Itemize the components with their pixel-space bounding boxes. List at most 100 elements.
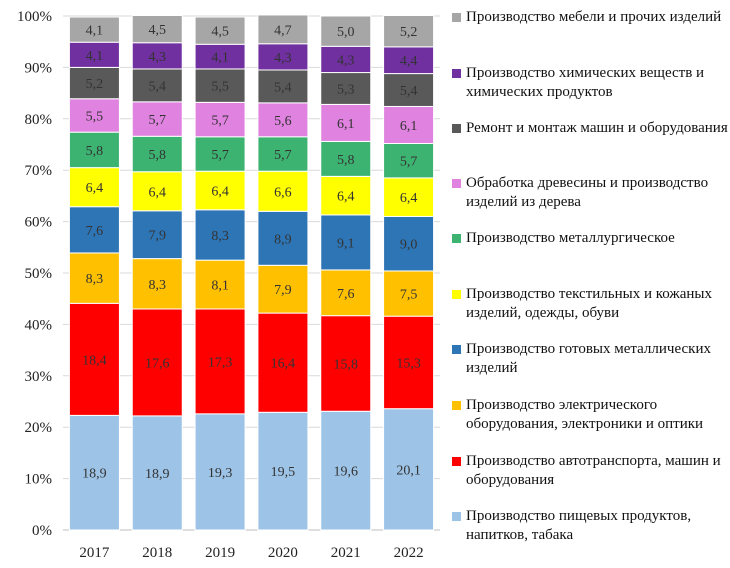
bar-segment: [194, 308, 246, 415]
legend-label: Ремонт и монтаж машин и оборудования: [466, 120, 728, 136]
y-tick-label: 10%: [25, 472, 53, 488]
legend-item: Производство химических веществ и химиче…: [452, 64, 730, 102]
data-label: 7,9: [149, 229, 167, 244]
data-label: 4,3: [274, 51, 292, 66]
bar-segment: [68, 302, 120, 416]
y-tick-label: 90%: [25, 60, 53, 76]
data-label: 19,5: [271, 465, 296, 480]
legend-item: Производство текстильных и кожаных издел…: [452, 285, 730, 323]
legend-swatch: [452, 234, 461, 243]
bar-segment: [257, 14, 309, 45]
bar-segment: [194, 16, 246, 45]
data-label: 5,4: [274, 80, 292, 95]
bar-segment: [68, 252, 120, 304]
data-label: 17,6: [145, 356, 170, 371]
legend-swatch: [452, 124, 461, 133]
bar-segment: [383, 46, 435, 75]
y-tick-label: 0%: [32, 523, 52, 539]
legend-swatch: [452, 290, 461, 299]
legend-item: Производство электрического оборудования…: [452, 396, 730, 434]
data-label: 6,1: [337, 117, 355, 132]
bar-segment: [131, 68, 183, 103]
data-label: 19,3: [208, 466, 233, 481]
data-label: 5,5: [86, 109, 104, 124]
data-label: 4,3: [149, 50, 167, 65]
legend-swatch: [452, 345, 461, 354]
legend-label: Производство пищевых продуктов, напитков…: [466, 508, 692, 543]
data-label: 18,9: [82, 467, 107, 482]
data-label: 6,4: [86, 181, 104, 196]
data-label: 5,8: [86, 144, 104, 159]
bar-segment: [383, 408, 435, 531]
data-label: 15,8: [334, 357, 359, 372]
stacked-bar-chart: 0%10%20%30%40%50%60%70%80%90%100% 18,918…: [17, 9, 440, 561]
bar-segment: [68, 16, 120, 43]
y-tick-label: 20%: [25, 420, 53, 436]
data-label: 5,0: [337, 25, 355, 40]
legend-swatch: [452, 69, 461, 78]
bar-segment: [383, 315, 435, 410]
bar-segment: [131, 135, 183, 173]
bar-segment: [131, 171, 183, 212]
bar-segment: [320, 410, 372, 531]
data-label: 4,1: [86, 49, 104, 64]
legend-item: Производство автотранспорта, машин и обо…: [452, 452, 730, 490]
data-label: 6,4: [211, 185, 229, 200]
data-label: 20,1: [396, 463, 421, 478]
data-label: 18,4: [82, 353, 107, 368]
legend-label: Производство готовых металлических издел…: [466, 341, 711, 376]
bar-segment: [257, 411, 309, 531]
x-tick-label: 2022: [394, 545, 424, 561]
data-label: 8,9: [274, 232, 292, 247]
data-label: 5,7: [211, 148, 229, 163]
bar-segment: [194, 101, 246, 138]
data-label: 6,1: [400, 119, 418, 134]
data-label: 5,8: [149, 148, 167, 163]
bar-segment: [131, 308, 183, 417]
bar-segment: [68, 206, 120, 254]
data-label: 9,1: [337, 236, 355, 251]
legend-item: Производство мебели и прочих изделий: [452, 8, 730, 27]
gridlines: [63, 15, 440, 531]
legend-label: Производство металлургическое: [466, 230, 675, 246]
bar-segment: [131, 258, 183, 310]
y-tick-label: 80%: [25, 112, 53, 128]
bar-segment: [257, 136, 309, 172]
bar-segment: [257, 312, 309, 413]
legend: Производство мебели и прочих изделий Прои…: [452, 0, 730, 568]
bar-segment: [194, 259, 246, 310]
data-label: 5,6: [274, 114, 292, 129]
bar-segment: [320, 45, 372, 74]
bar-segment: [257, 264, 309, 314]
bar-segment: [257, 69, 309, 104]
data-label: 5,7: [211, 114, 229, 129]
data-label: 15,3: [396, 356, 421, 371]
data-label: 7,9: [274, 283, 292, 298]
x-tick-label: 2018: [142, 545, 172, 561]
legend-item: Производство пищевых продуктов, напитков…: [452, 507, 730, 545]
bar-segment: [68, 167, 120, 208]
bar-segment: [257, 43, 309, 71]
bar-segment: [383, 270, 435, 317]
bar-segment: [68, 414, 120, 531]
data-label: 7,6: [337, 287, 355, 302]
bar-segment: [131, 415, 183, 531]
data-label: 4,4: [400, 54, 418, 69]
data-label: 4,1: [211, 51, 229, 66]
bar-segment: [194, 68, 246, 103]
legend-swatch: [452, 401, 461, 410]
bar-segment: [383, 215, 435, 272]
data-label: 4,5: [149, 23, 167, 38]
bar-segment: [320, 214, 372, 271]
data-labels: 18,9 18,4 8,3 7,6 6,4 5,8 5,5 5,2 4,1 4,1 18,9 17,6…: [82, 23, 421, 482]
legend-swatch: [452, 512, 461, 521]
bar-segment: [383, 73, 435, 107]
data-label: 5,5: [211, 80, 229, 95]
legend-label: Производство текстильных и кожаных издел…: [466, 286, 713, 321]
y-tick-label: 60%: [25, 215, 53, 231]
y-tick-label: 70%: [25, 163, 53, 179]
data-label: 8,3: [86, 272, 104, 287]
data-label: 4,3: [337, 53, 355, 68]
bar-segment: [320, 175, 372, 216]
legend-label: Производство электрического оборудования…: [466, 397, 704, 432]
